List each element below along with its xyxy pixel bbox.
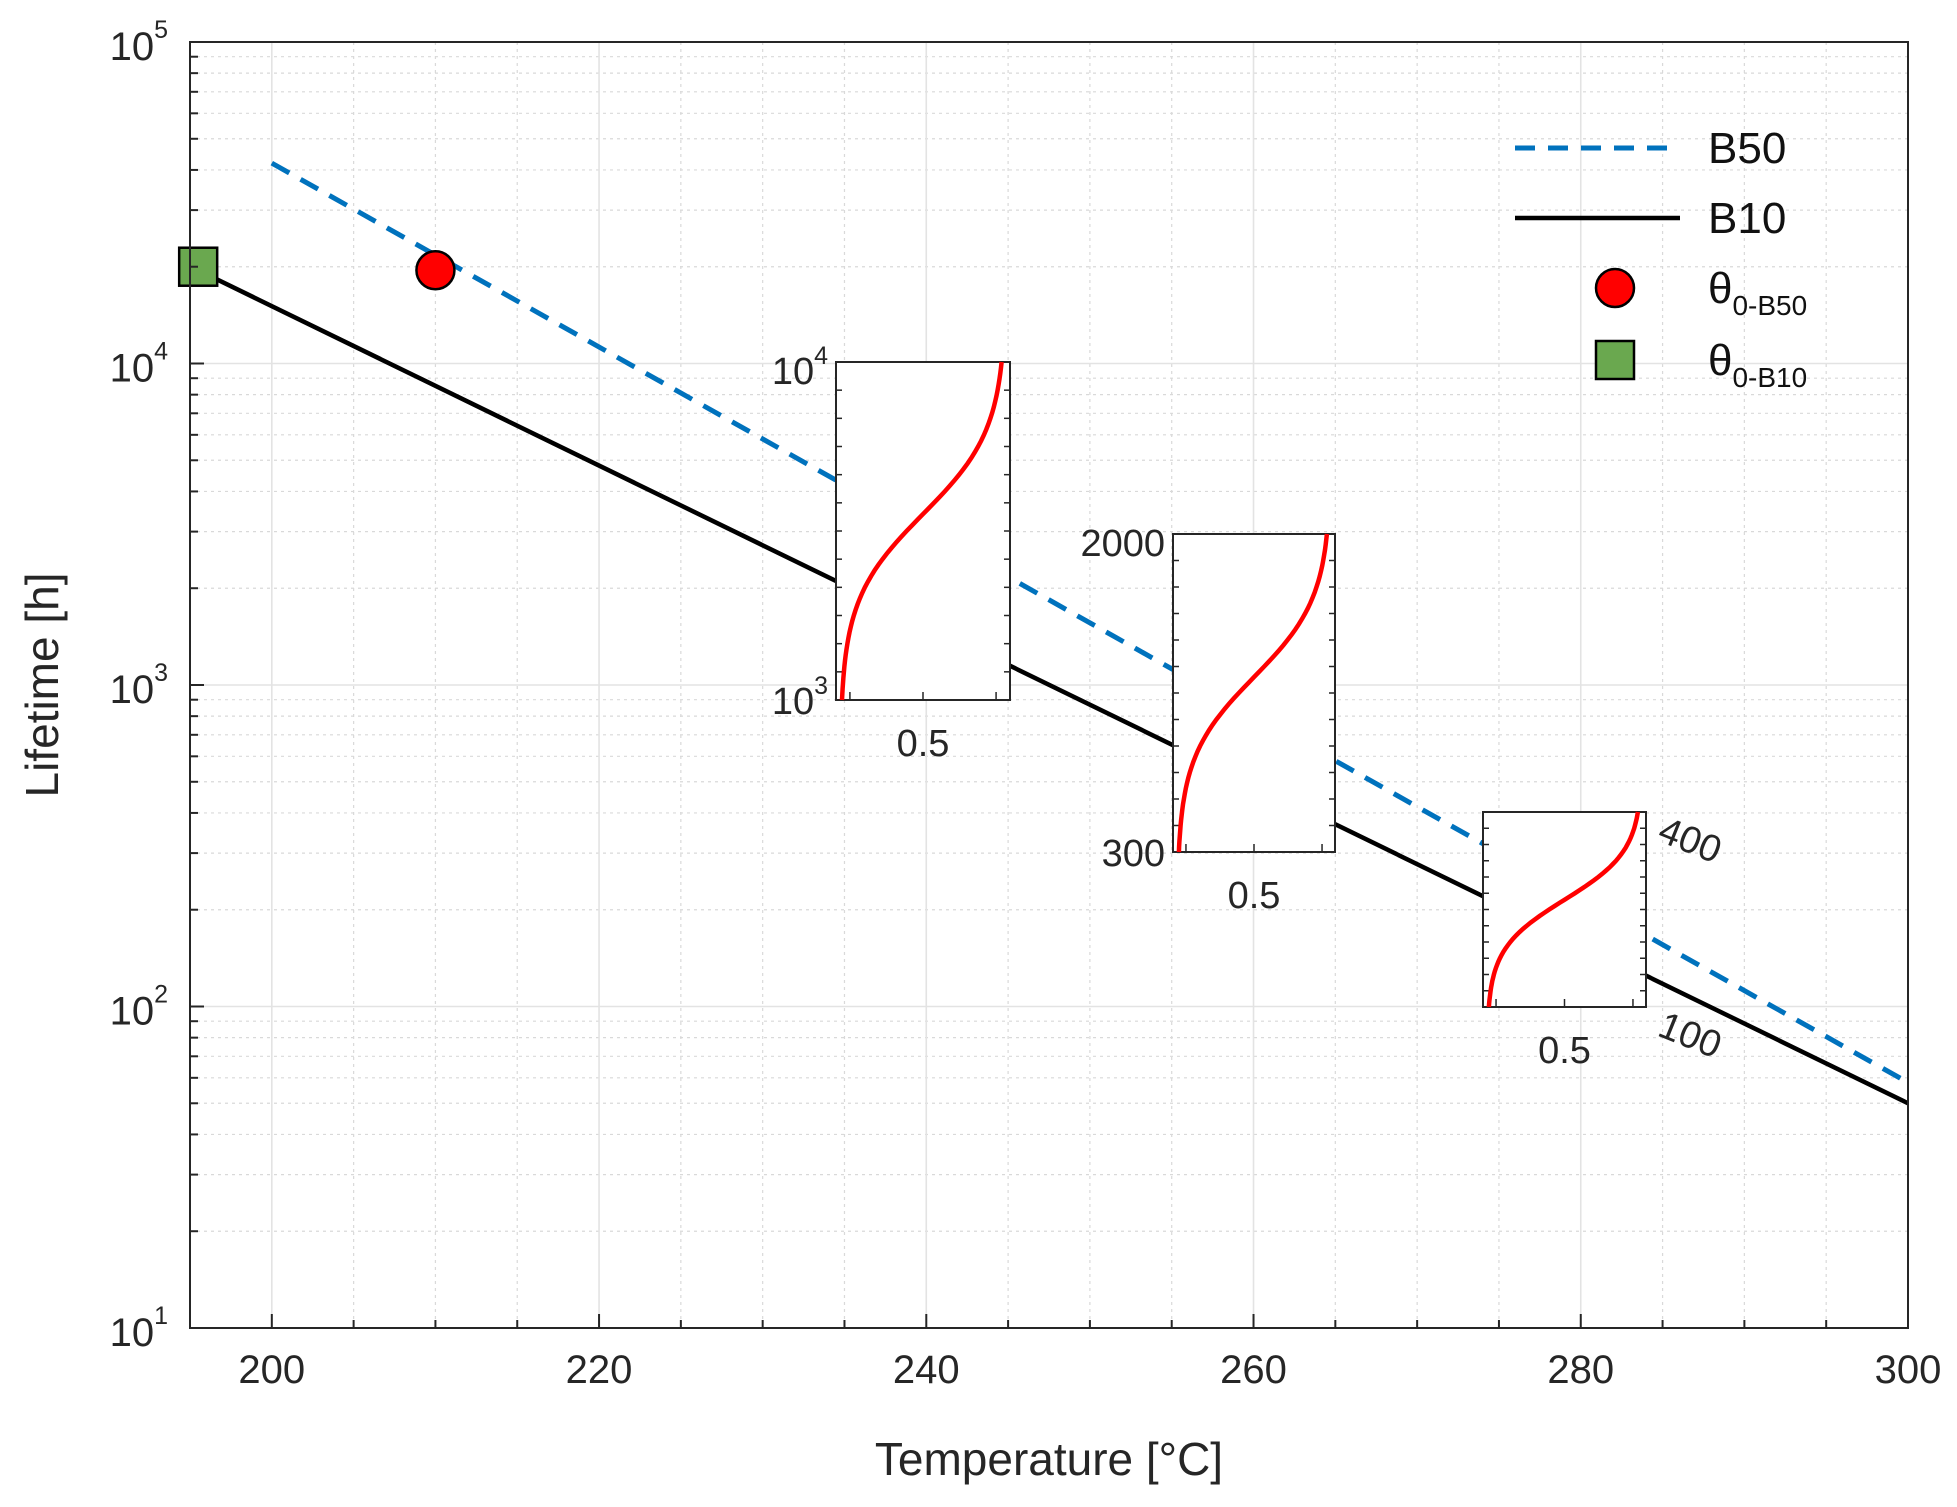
inset-frame — [835, 361, 1011, 701]
inset-x-tick-label: 0.5 — [1538, 1030, 1591, 1072]
legend-label-main: θ — [1708, 264, 1732, 313]
inset-x-tick-label: 0.5 — [1228, 875, 1281, 917]
inset-curve — [1176, 533, 1330, 853]
legend-label: θ0-B50 — [1708, 264, 1807, 321]
legend-label: B10 — [1708, 194, 1786, 243]
y-tick-label: 101 — [110, 1302, 168, 1355]
y-tick-exponent: 5 — [154, 16, 168, 44]
marker-theta-0-b10 — [177, 246, 219, 287]
marker-theta-0-b50 — [415, 250, 456, 291]
y-axis-label: Lifetime [h] — [16, 573, 68, 798]
inset-y-base: 10 — [772, 351, 814, 393]
inset-curve — [839, 361, 1004, 701]
y-tick-label: 103 — [110, 659, 168, 712]
inset-250: 0.5 2000 300 — [1080, 523, 1336, 917]
x-tick-label: 220 — [566, 1348, 633, 1392]
inset-y-exponent: 3 — [814, 672, 828, 700]
legend-entry-3: θ0-B10 — [1594, 336, 1807, 393]
y-tick-base: 10 — [110, 1311, 155, 1355]
inset-y-label: 2000 — [1080, 523, 1165, 565]
marker-layer — [177, 246, 456, 291]
x-tick-label: 280 — [1547, 1348, 1614, 1392]
inset-x-tick-label: 0.5 — [897, 723, 950, 765]
inset-frame — [1482, 811, 1647, 1008]
inset-y-base: 10 — [772, 681, 814, 723]
y-tick-exponent: 2 — [154, 981, 168, 1009]
legend-entry-0: B50 — [1515, 124, 1786, 173]
x-axis-label: Temperature [°C] — [875, 1433, 1223, 1485]
inset-frame — [1172, 533, 1336, 853]
y-tick-base: 10 — [110, 668, 155, 712]
y-tick-label: 104 — [110, 338, 169, 391]
inset-y-label: 300 — [1102, 833, 1165, 875]
y-tick-exponent: 1 — [154, 1302, 168, 1330]
inset-y-label: 104 — [772, 342, 828, 393]
x-tick-label: 260 — [1220, 1348, 1287, 1392]
y-tick-exponent: 4 — [154, 338, 168, 366]
minor-grid — [190, 42, 1908, 1328]
legend-label-sub: 0-B50 — [1732, 290, 1807, 321]
y-tick-base: 10 — [110, 347, 155, 391]
inset-y-label: 103 — [772, 672, 828, 723]
inset-y-exponent: 4 — [814, 342, 828, 370]
y-tick-label: 102 — [110, 981, 168, 1034]
y-tick-label: 105 — [110, 16, 168, 69]
inset-curve — [1486, 811, 1641, 1008]
legend-label-sub: 0-B10 — [1732, 362, 1807, 393]
x-tick-label: 300 — [1875, 1348, 1942, 1392]
legend-label-main: θ — [1708, 336, 1732, 385]
legend-label: B50 — [1708, 124, 1786, 173]
axis-ticks — [190, 41, 1909, 1329]
x-tick-label: 200 — [238, 1348, 305, 1392]
legend-entry-1: B10 — [1515, 194, 1786, 243]
y-tick-base: 10 — [110, 990, 155, 1034]
legend-swatch-circle — [1594, 267, 1636, 309]
y-tick-exponent: 3 — [154, 659, 168, 687]
legend-swatch-square — [1594, 339, 1636, 381]
x-tick-label: 240 — [893, 1348, 960, 1392]
y-tick-base: 10 — [110, 25, 155, 69]
legend-entry-2: θ0-B50 — [1594, 264, 1807, 321]
legend-label: θ0-B10 — [1708, 336, 1807, 393]
